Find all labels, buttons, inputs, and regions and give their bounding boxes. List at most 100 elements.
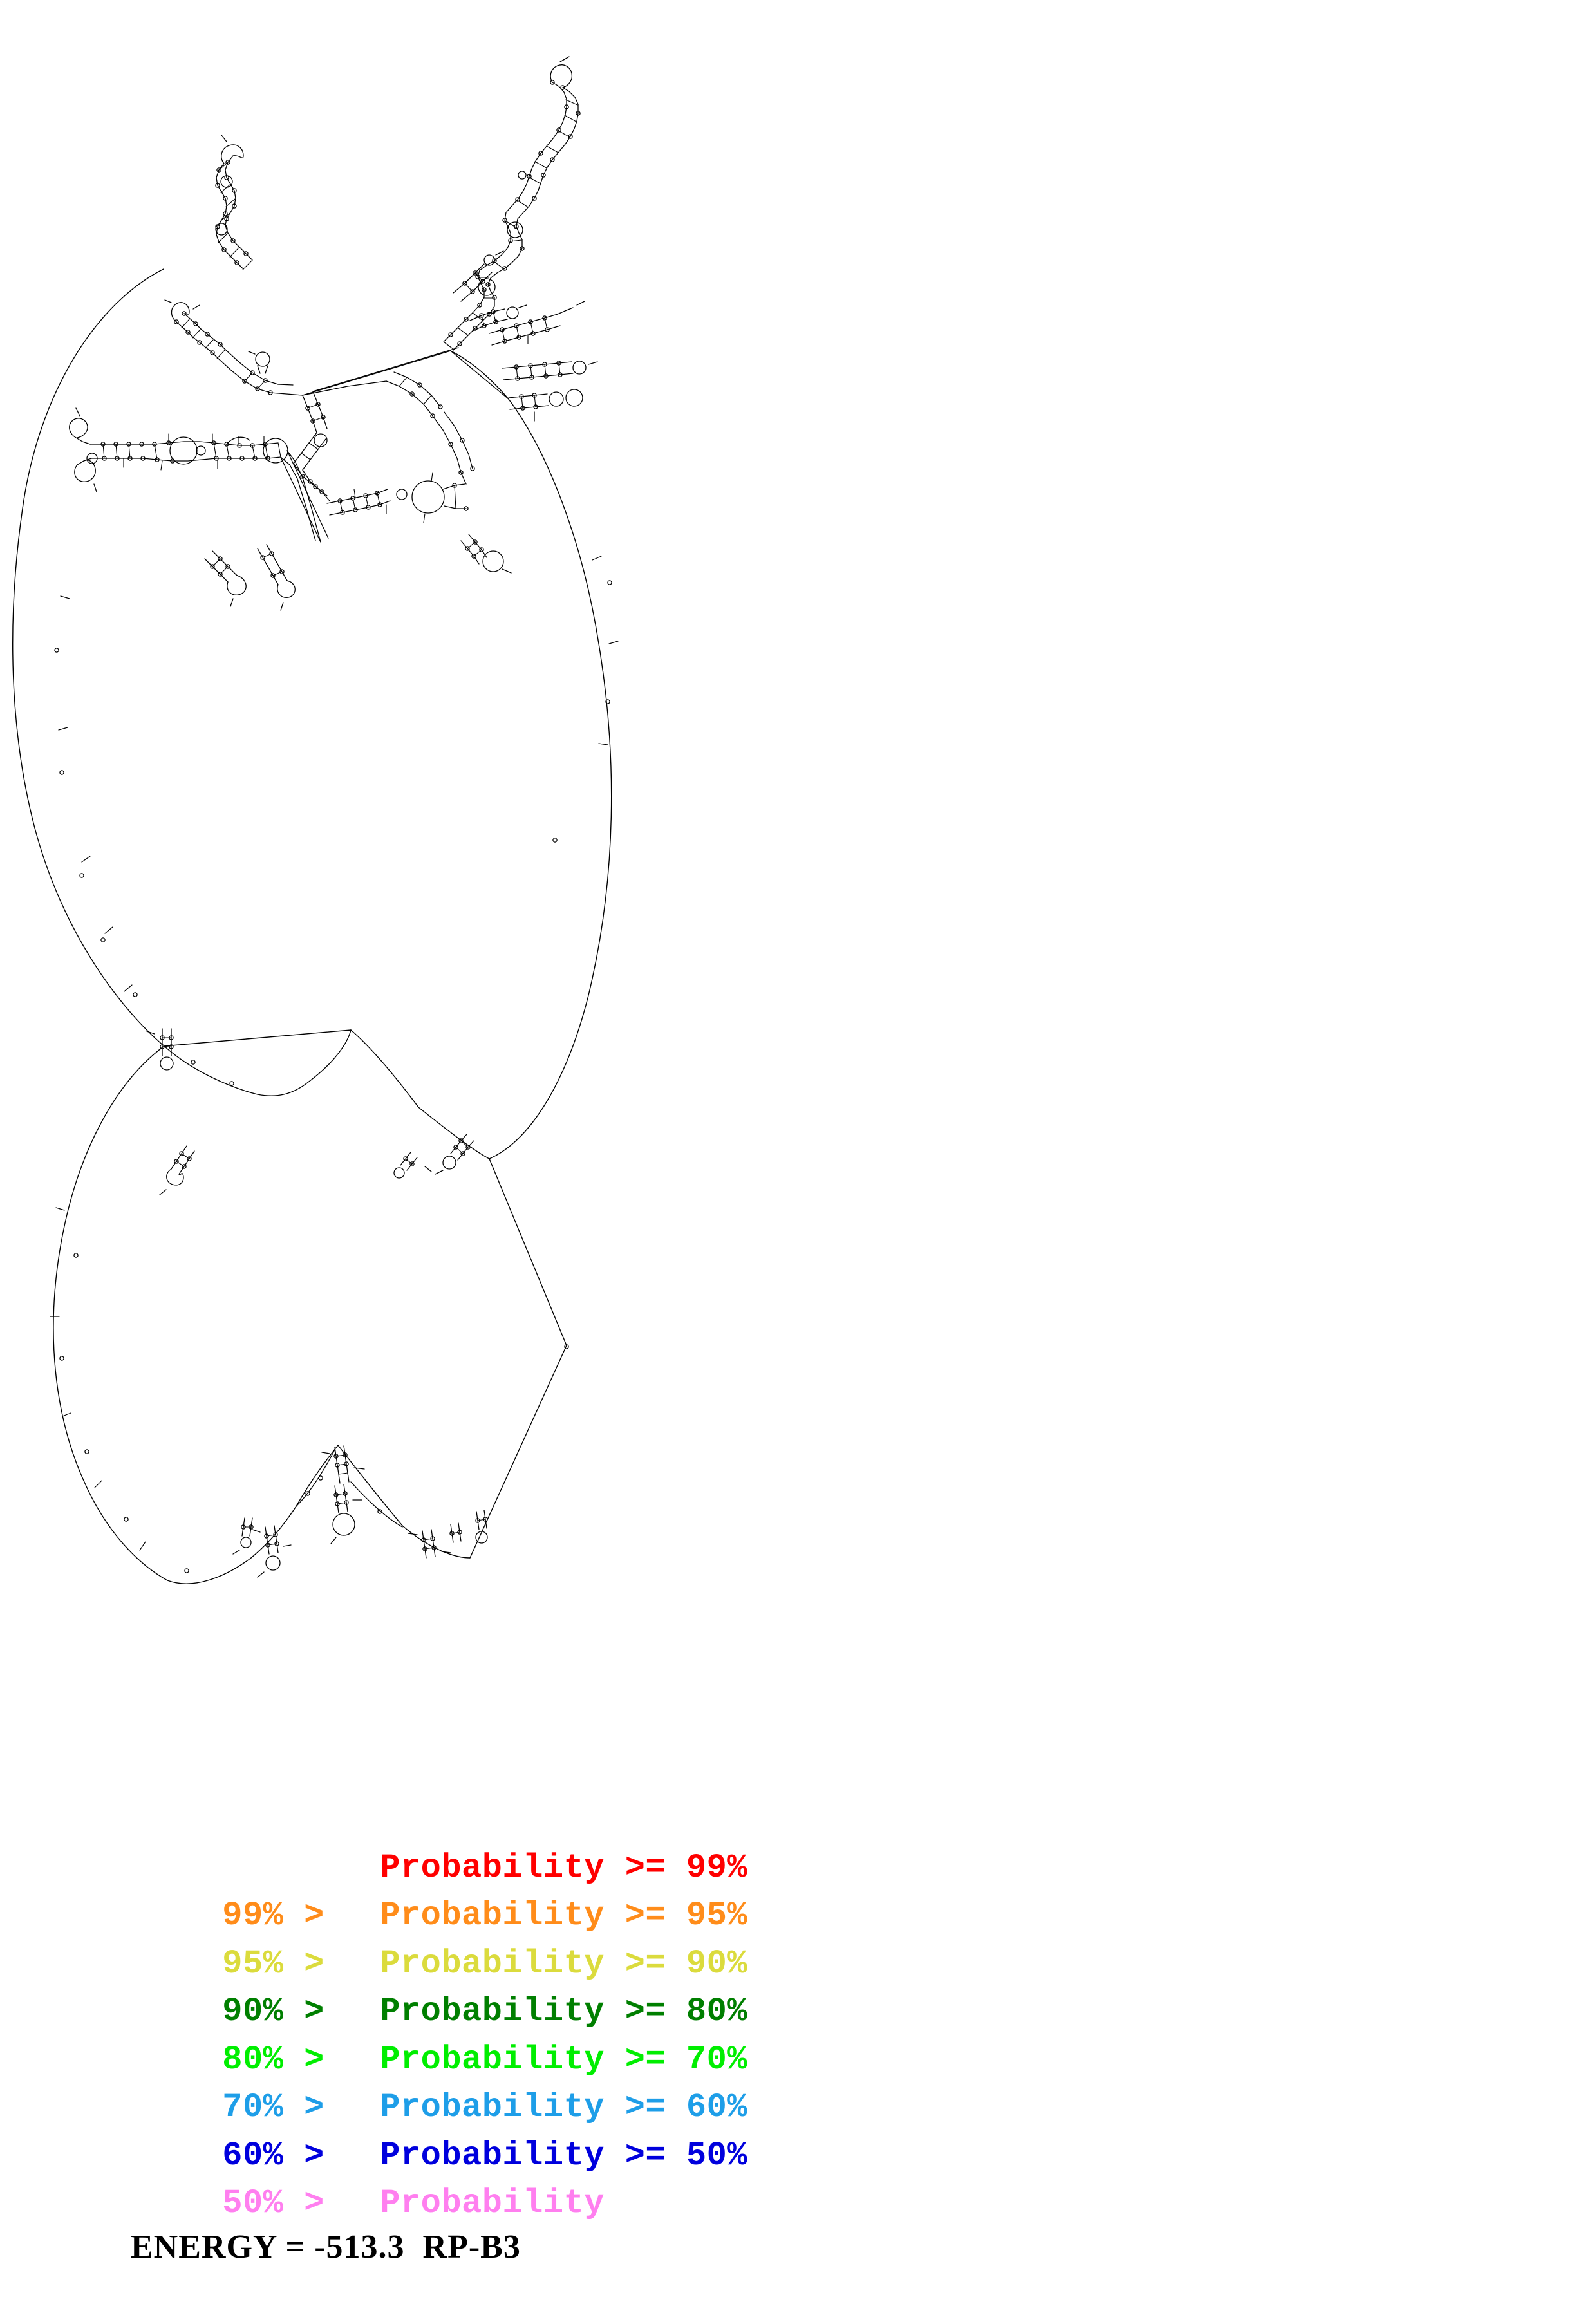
legend-label: Probability xyxy=(380,2040,605,2079)
legend-operator: > xyxy=(304,1992,324,2030)
legend-lower-value: 50% xyxy=(222,2184,284,2222)
legend-lower-value: 90% xyxy=(222,1992,284,2030)
legend-spacer xyxy=(605,2137,625,2175)
legend-operator: > xyxy=(304,1897,324,1934)
legend-upper-bound: 90% xyxy=(686,1944,747,1983)
helix-left-horizontal xyxy=(69,407,321,543)
legend-label: Probability xyxy=(380,2136,605,2175)
legend-comparator: >= xyxy=(624,2040,666,2079)
legend-label: Probability xyxy=(380,2184,605,2222)
legend-label: Probability xyxy=(380,2088,605,2126)
legend-comparator: >= xyxy=(624,2088,666,2126)
legend-spacer xyxy=(666,1849,686,1887)
legend-comparator: >= xyxy=(624,2136,666,2175)
legend-row: 99% > Probability >= 95% xyxy=(100,1844,808,1934)
energy-equals: = xyxy=(285,2229,306,2265)
legend-row: 50% > Probability xyxy=(100,2132,808,2222)
legend-operator: > xyxy=(304,1944,324,1983)
legend-lower-value: 99% xyxy=(222,1897,284,1934)
helix-upper-right-long xyxy=(443,56,581,351)
rna-structure-svg xyxy=(12,56,619,1584)
legend-lower-value: 70% xyxy=(222,2088,284,2126)
hairpin-loop-left-2 xyxy=(257,544,296,611)
legend-spacer xyxy=(666,1992,686,2030)
legend-label: Probability xyxy=(380,1992,605,2030)
hairpin-lower-left xyxy=(159,1145,195,1195)
legend-comparator: >= xyxy=(624,1897,666,1934)
legend-lower-bound: 80% > xyxy=(222,2036,380,2084)
energy-annotation: ENERGY = -513.3 RP-B3 xyxy=(95,2190,521,2304)
legend-comparator: >= xyxy=(624,1848,666,1887)
legend-label: Probability xyxy=(380,1897,605,1934)
legend-lower-bound: 95% > xyxy=(222,1940,380,1989)
helix-center-right xyxy=(326,472,469,523)
probability-legend: Probability >= 99% 99% > Probability >= 9… xyxy=(100,1796,808,2223)
legend-lower-value: 80% xyxy=(222,2040,284,2079)
legend-row: 80% > Probability >= 70% xyxy=(100,1988,808,2079)
legend-operator: > xyxy=(304,2184,324,2222)
hairpin-loop-right xyxy=(460,534,512,574)
energy-spacer xyxy=(305,2229,314,2265)
legend-comparator: >= xyxy=(624,1944,666,1983)
legend-row: 95% > Probability >= 90% xyxy=(100,1892,808,1983)
helix-finger-5 xyxy=(508,389,583,422)
helix-upper-left-a xyxy=(215,135,253,270)
lower-multibranch-loop xyxy=(50,1029,569,1584)
legend-lower-value: 60% xyxy=(222,2136,284,2175)
legend-spacer xyxy=(666,2137,686,2175)
helix-between-loops xyxy=(146,1028,174,1071)
legend-comparator: >= xyxy=(624,1992,666,2030)
legend-operator: > xyxy=(304,2040,324,2079)
legend-label: Probability xyxy=(380,1944,605,1983)
energy-spacer xyxy=(405,2229,423,2265)
legend-operator: > xyxy=(304,2088,324,2126)
bottom-hairpin-cluster xyxy=(232,1445,488,1578)
legend-lower-value: 95% xyxy=(222,1944,284,1983)
legend-row: 60% > Probability >= 50% xyxy=(100,2084,808,2175)
rna-structure-plot xyxy=(0,0,773,1648)
legend-spacer xyxy=(605,2041,625,2079)
legend-spacer xyxy=(605,1849,625,1887)
legend-lower-bound: 90% > xyxy=(222,1988,380,2036)
legend-spacer xyxy=(666,2041,686,2079)
hairpin-lower-right xyxy=(435,1134,474,1175)
structure-name: RP-B3 xyxy=(422,2229,521,2265)
legend-row: 90% > Probability >= 80% xyxy=(100,1940,808,2030)
energy-value: -513.3 xyxy=(314,2229,405,2265)
legend-spacer xyxy=(605,1897,625,1934)
junction-upper-left xyxy=(217,349,387,396)
helix-finger-2 xyxy=(469,304,527,332)
legend-spacer xyxy=(605,1992,625,2030)
legend-upper-bound: 95% xyxy=(686,1897,747,1934)
legend-lower-bound: 50% > xyxy=(222,2180,380,2228)
junction-center xyxy=(386,371,475,485)
hairpin-small-upper-left xyxy=(248,351,270,374)
legend-lower-bound: 60% > xyxy=(222,2132,380,2180)
legend-spacer xyxy=(666,2088,686,2126)
legend-spacer xyxy=(666,1945,686,1983)
cluster-center-left xyxy=(293,391,330,501)
helix-upper-left-b xyxy=(164,299,226,359)
legend-spacer xyxy=(666,1897,686,1934)
legend-lower-bound: 99% > xyxy=(222,1892,380,1940)
legend-row: 70% > Probability >= 60% xyxy=(100,2036,808,2126)
helix-finger-1 xyxy=(453,250,504,302)
legend-upper-bound: 80% xyxy=(686,1992,747,2030)
hairpin-lower-right-2 xyxy=(393,1152,432,1179)
energy-spacer xyxy=(277,2229,286,2265)
legend-upper-bound: 99% xyxy=(686,1848,747,1887)
legend-spacer xyxy=(605,1945,625,1983)
structure-backbone-group xyxy=(12,56,619,1584)
long-connector-lines xyxy=(280,347,509,543)
energy-label: ENERGY xyxy=(131,2229,277,2265)
central-multibranch-loop xyxy=(12,268,619,1159)
legend-spacer xyxy=(605,2088,625,2126)
helix-finger-4 xyxy=(502,361,598,381)
helix-finger-3 xyxy=(489,301,585,346)
legend-upper-bound: 50% xyxy=(686,2136,747,2175)
legend-row: Probability >= 99% xyxy=(100,1796,808,1887)
hairpin-loop-left xyxy=(204,550,247,607)
legend-label: Probability xyxy=(380,1848,605,1887)
legend-lower-bound: 70% > xyxy=(222,2084,380,2132)
